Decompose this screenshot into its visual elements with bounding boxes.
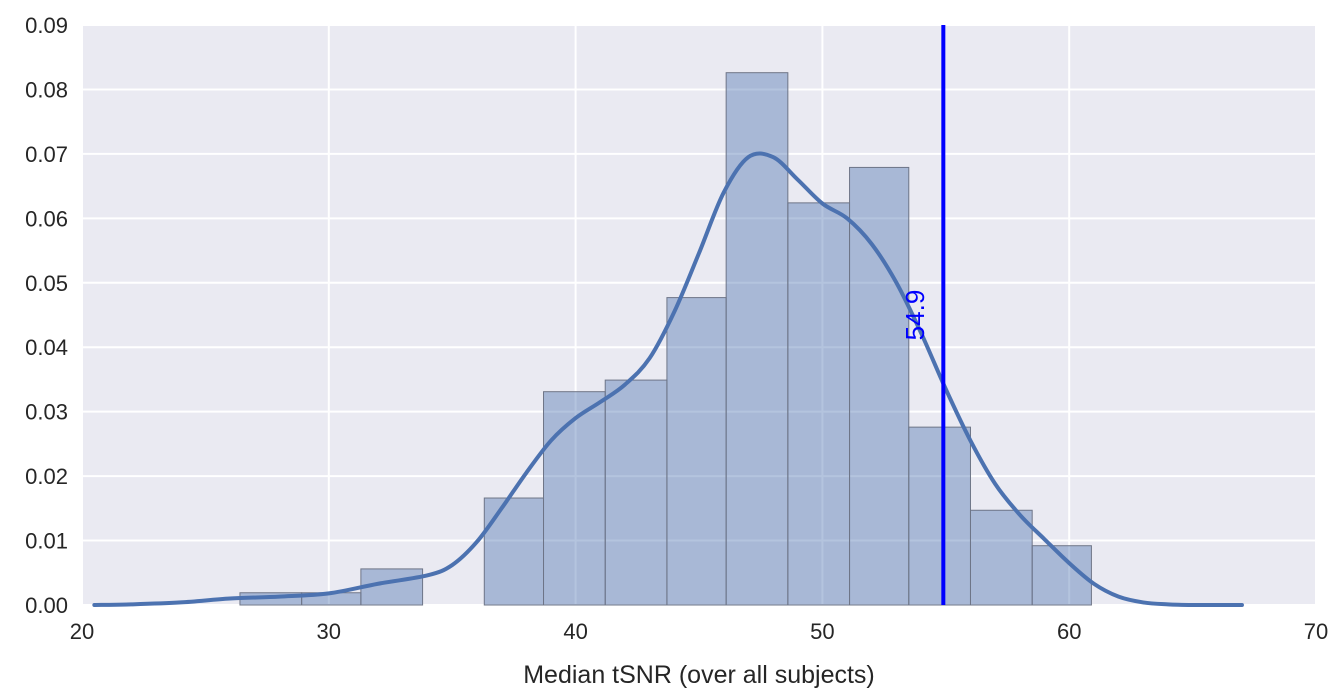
histogram-bar bbox=[725, 72, 789, 606]
x-tick-label: 50 bbox=[810, 619, 834, 644]
y-tick-label: 0.02 bbox=[25, 464, 68, 489]
x-tick-label: 40 bbox=[563, 619, 587, 644]
y-tick-labels: 0.00 0.01 0.02 0.03 0.04 0.05 0.06 0.07 0.08 0.09 bbox=[25, 13, 68, 618]
histogram-bar bbox=[666, 297, 727, 606]
x-tick-label: 70 bbox=[1304, 619, 1328, 644]
y-tick-label: 0.00 bbox=[25, 593, 68, 618]
plot-background bbox=[82, 25, 1316, 605]
y-tick-label: 0.08 bbox=[25, 77, 68, 102]
x-tick-label: 60 bbox=[1057, 619, 1081, 644]
y-tick-label: 0.05 bbox=[25, 271, 68, 296]
histogram-bar bbox=[604, 379, 668, 606]
kde-curve-group bbox=[92, 151, 1244, 608]
x-axis-label: Median tSNR (over all subjects) bbox=[523, 661, 875, 689]
y-tick-label: 0.04 bbox=[25, 335, 68, 360]
x-tick-label: 20 bbox=[70, 619, 94, 644]
histogram-bar bbox=[849, 166, 910, 606]
y-tick-label: 0.07 bbox=[25, 142, 68, 167]
y-tick-label: 0.03 bbox=[25, 400, 68, 425]
grid-lines bbox=[81, 24, 1317, 606]
histogram-bar bbox=[543, 391, 606, 606]
y-tick-label: 0.09 bbox=[25, 13, 68, 38]
histogram-bar bbox=[908, 426, 971, 606]
histogram-bar bbox=[969, 509, 1033, 606]
histogram-bars bbox=[239, 72, 1092, 606]
y-tick-label: 0.06 bbox=[25, 206, 68, 231]
x-tick-labels: 20 30 40 50 60 70 bbox=[70, 619, 1328, 644]
histogram-bar bbox=[483, 497, 545, 606]
median-value-label: 54.9 bbox=[900, 290, 930, 341]
y-tick-label: 0.01 bbox=[25, 529, 68, 554]
x-tick-label: 30 bbox=[317, 619, 341, 644]
histogram-bar bbox=[787, 202, 851, 606]
kde-curve bbox=[92, 151, 1244, 608]
reference-line-group: 54.9 bbox=[900, 25, 946, 605]
